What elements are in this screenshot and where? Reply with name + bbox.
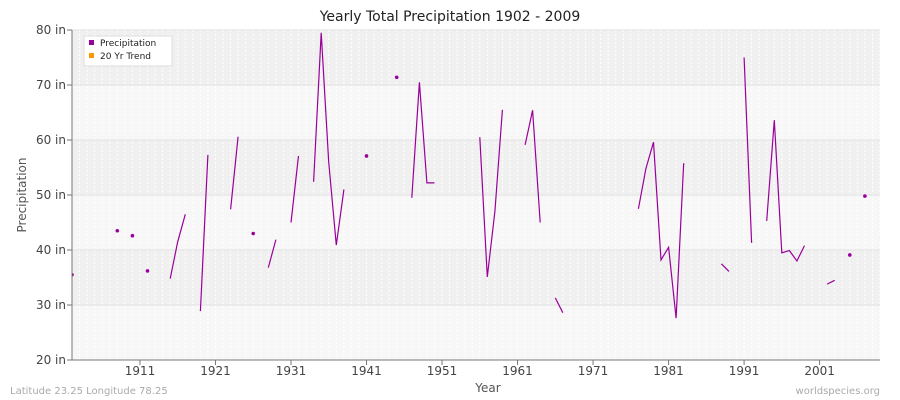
precipitation-line-segment: [267, 239, 277, 268]
precipitation-point: [394, 75, 399, 80]
legend-swatch-precipitation: [89, 40, 94, 45]
plot-band: [72, 305, 880, 360]
y-axis-label: Precipitation: [15, 157, 29, 232]
x-tick-label: 1971: [578, 364, 609, 378]
precipitation-line-segment: [524, 110, 541, 223]
precipitation-point: [863, 194, 867, 198]
x-tick-label: 1931: [276, 364, 307, 378]
precipitation-point: [145, 269, 150, 273]
precipitation-line-segment: [554, 297, 564, 313]
precipitation-line-segment: [230, 136, 239, 210]
x-tick-label: 1961: [502, 364, 533, 378]
precipitation-point: [115, 228, 120, 233]
precipitation-line-segment: [313, 32, 345, 246]
grid-lines: [71, 29, 881, 361]
precipitation-line-segment: [879, 237, 880, 239]
y-tick-label: 40 in: [36, 243, 66, 257]
x-tick-label: 1981: [653, 364, 684, 378]
footer-coordinates: Latitude 23.25 Longitude 78.25: [10, 386, 168, 397]
legend-label-20yr-trend: 20 Yr Trend: [100, 52, 151, 62]
precipitation-line-segment: [411, 82, 435, 198]
precipitation-line-segment: [169, 214, 186, 279]
legend-swatch-20yr-trend: [89, 53, 94, 58]
x-tick-label: 1941: [351, 364, 382, 378]
x-tick-label: 1991: [729, 364, 760, 378]
precipitation-line-segment: [637, 142, 685, 319]
precipitation-point: [364, 154, 369, 158]
y-tick-label: 60 in: [36, 133, 66, 147]
y-tick-label: 20 in: [36, 353, 66, 367]
precipitation-line-segment: [479, 109, 503, 277]
footer-source: worldspecies.org: [796, 386, 880, 397]
precipitation-line-segment: [743, 57, 753, 243]
precipitation-series: [72, 32, 880, 319]
precipitation-point: [251, 231, 256, 236]
precipitation-line-segment: [290, 155, 300, 223]
precipitation-line-segment: [199, 154, 209, 312]
precipitation-point: [130, 233, 135, 238]
legend-box: [83, 35, 173, 67]
x-tick-label: 1921: [200, 364, 231, 378]
x-tick-label: 2001: [804, 364, 835, 378]
plot-background-bands: [72, 30, 880, 360]
precipitation-line-segment: [826, 279, 835, 285]
x-axis-label: Year: [474, 381, 500, 395]
legend: Precipitation 20 Yr Trend: [83, 35, 173, 67]
plot-band: [72, 195, 880, 250]
precipitation-line-segment: [720, 263, 730, 272]
y-tick-label: 70 in: [36, 78, 66, 92]
x-tick-label: 1951: [427, 364, 458, 378]
tick-labels: 20 in 30 in 40 in 50 in 60 in 70 in 80 in 1911 1…: [36, 23, 835, 378]
precipitation-line-segment: [766, 120, 806, 263]
y-tick-label: 30 in: [36, 298, 66, 312]
x-tick-label: 1911: [125, 364, 156, 378]
y-tick-label: 80 in: [36, 23, 66, 37]
y-tick-label: 50 in: [36, 188, 66, 202]
precipitation-point: [847, 253, 852, 257]
chart-title: Yearly Total Precipitation 1902 - 2009: [319, 9, 581, 25]
legend-label-precipitation: Precipitation: [100, 39, 156, 49]
plot-band: [72, 250, 880, 305]
